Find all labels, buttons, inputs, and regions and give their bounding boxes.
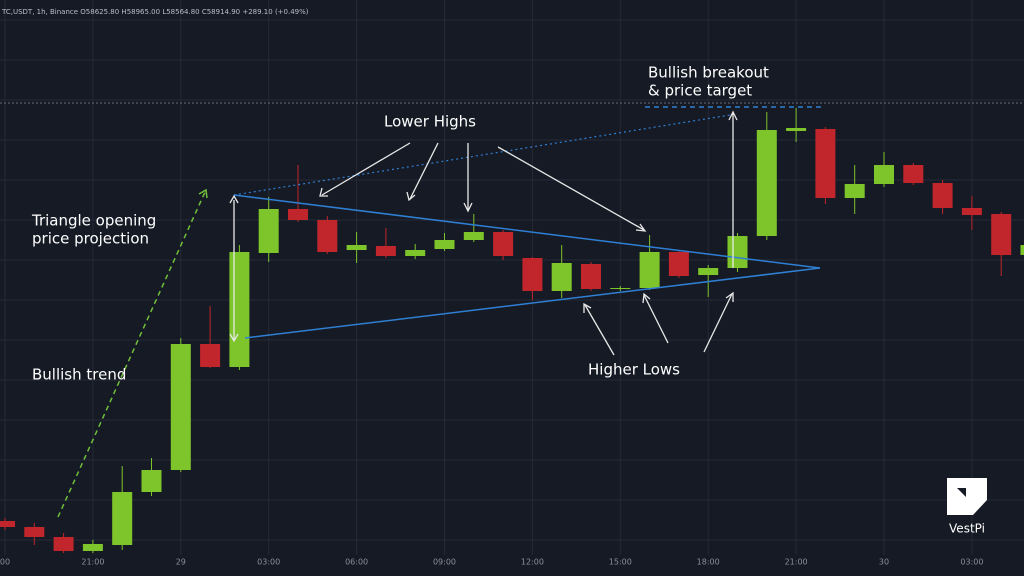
candle-body — [405, 250, 426, 256]
chart-header: TC,USDT, 1h, Binance O58625.80 H58965.00… — [1, 8, 309, 16]
candle-body — [53, 537, 74, 551]
candles — [0, 108, 1024, 553]
candle-body — [141, 470, 162, 492]
annotation: Bullish breakout — [648, 64, 769, 82]
annotation: Bullish trend — [32, 366, 126, 384]
candle-body — [112, 492, 133, 545]
x-tick-label: 21:00 — [785, 558, 808, 567]
candle-body — [668, 252, 689, 276]
logo-cut — [957, 488, 966, 497]
x-tick-label: 03:00 — [960, 558, 983, 567]
candle-body — [522, 258, 543, 291]
candle-body — [346, 245, 367, 250]
candle-body — [610, 288, 631, 289]
candle-body — [493, 232, 514, 256]
candle-body — [82, 544, 103, 551]
candle-body — [258, 209, 279, 253]
candle-body — [727, 236, 748, 268]
triangle-lower — [244, 267, 821, 339]
projection-line — [233, 114, 731, 196]
logo-mark — [947, 478, 987, 515]
trend-arrow — [198, 188, 208, 199]
annotation: Triangle opening — [31, 212, 156, 230]
candle-body — [639, 252, 660, 288]
x-tick-label: 18:00 — [697, 558, 720, 567]
candle-body — [756, 130, 777, 236]
candle-body — [991, 214, 1012, 255]
x-tick-label: 29 — [176, 558, 186, 567]
candle-body — [375, 246, 396, 256]
triangle-upper — [233, 194, 821, 269]
annotation: & price target — [648, 82, 752, 100]
candle-body — [874, 165, 894, 184]
trend-line — [57, 191, 206, 518]
candle-body — [932, 183, 953, 208]
candle-body — [229, 252, 250, 367]
x-tick-label: 03:00 — [257, 558, 280, 567]
candle-body — [815, 129, 836, 198]
x-tick-label: 15:00 — [609, 558, 632, 567]
candle-body — [200, 344, 221, 367]
candle-body — [698, 268, 719, 275]
x-tick-label: 00 — [0, 558, 10, 567]
candle-body — [844, 184, 865, 198]
candle-body — [170, 344, 191, 470]
annotation: price projection — [32, 230, 149, 248]
candle-body — [0, 521, 15, 527]
x-tick-label: 09:00 — [433, 558, 456, 567]
annotation: Higher Lows — [588, 361, 680, 379]
x-tick-label: 06:00 — [345, 558, 368, 567]
logo-text: VestPi — [949, 522, 985, 536]
candle-body — [24, 527, 45, 537]
x-tick-label: 21:00 — [81, 558, 104, 567]
overlay — [57, 106, 822, 518]
candle-body — [317, 220, 338, 252]
annotation: Lower Highs — [384, 113, 476, 131]
candle-body — [581, 264, 601, 289]
candle-body — [961, 208, 982, 215]
x-tick-label: 12:00 — [521, 558, 544, 567]
x-tick-label: 30 — [879, 558, 889, 567]
candle-body — [288, 209, 308, 220]
arrows — [229, 110, 738, 356]
candle-body — [1020, 245, 1024, 255]
candle-body — [903, 165, 924, 183]
candle-body — [463, 232, 484, 240]
grid — [0, 0, 1024, 555]
candle-body — [786, 128, 807, 131]
candle-body — [551, 263, 572, 291]
candle-body — [434, 240, 455, 249]
